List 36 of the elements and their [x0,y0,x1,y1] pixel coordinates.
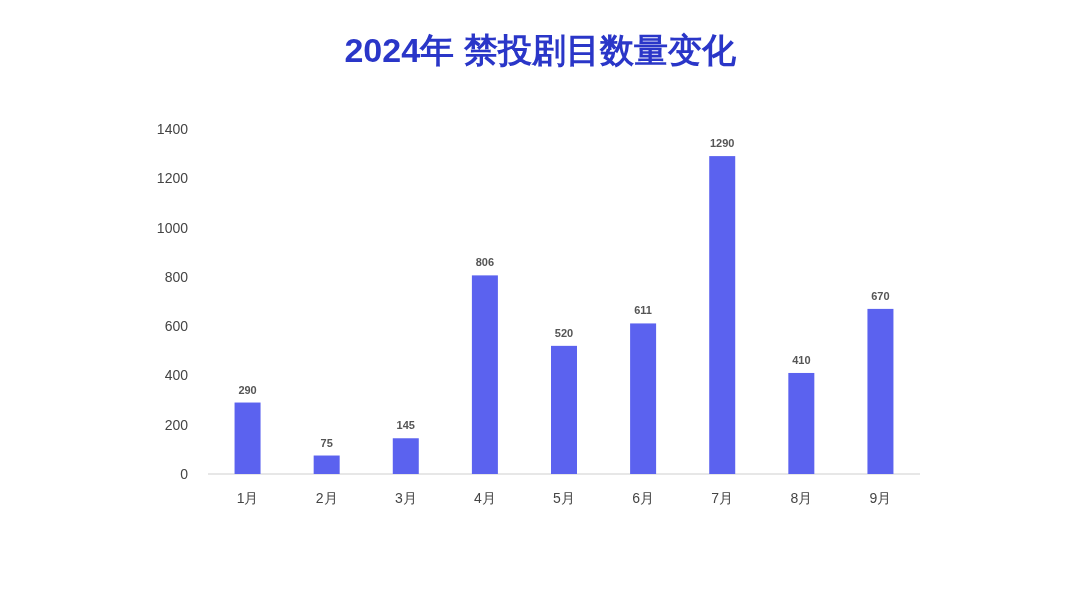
data-label: 611 [634,304,652,317]
bar [551,345,577,474]
x-tick-label: 7月 [711,490,734,506]
x-tick-label: 1月 [236,490,259,506]
data-label: 75 [320,436,333,449]
y-tick-label: 800 [164,268,189,285]
y-tick-label: 1200 [156,170,189,187]
bar [630,323,657,474]
x-tick-label: 2月 [315,490,338,506]
x-tick-label: 4月 [473,490,496,506]
bar [709,156,736,474]
x-tick-label: 8月 [790,490,813,506]
bar [392,438,419,474]
data-label: 290 [238,383,257,396]
y-tick-label: 600 [164,318,189,335]
x-tick-label: 3月 [394,490,417,506]
x-tick-label: 6月 [632,490,655,506]
y-tick-label: 1000 [156,219,189,236]
data-label: 1290 [709,137,735,150]
bar [867,308,894,474]
x-tick-label: 5月 [553,490,575,506]
data-label: 806 [475,256,495,269]
bar [313,455,340,474]
y-tick-label: 1400 [156,121,189,137]
data-label: 410 [792,353,811,366]
bar [234,402,261,474]
y-tick-label: 400 [164,367,189,384]
x-tick-label: 9月 [869,490,892,506]
bar [788,372,815,474]
chart-title: 2024年 禁投剧目数量变化 [344,31,737,69]
data-label: 520 [554,326,574,339]
bar [471,275,498,474]
y-tick-label: 0 [180,466,189,482]
data-label: 670 [871,289,890,302]
y-tick-label: 200 [164,416,189,433]
data-label: 145 [396,419,415,432]
